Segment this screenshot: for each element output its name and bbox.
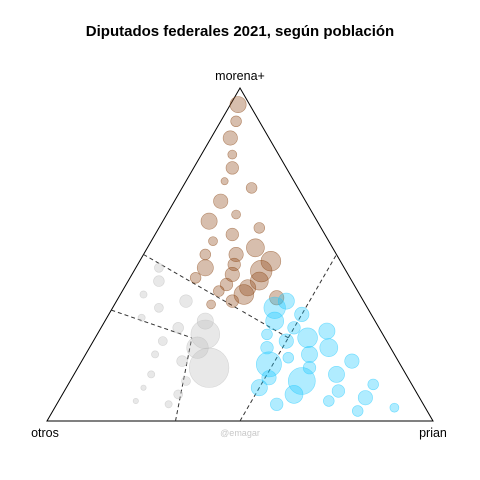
data-point-morena	[223, 131, 237, 145]
data-point-prian	[279, 334, 293, 348]
data-point-morena	[197, 260, 213, 276]
data-point-prian	[368, 379, 379, 390]
data-point-otros	[177, 356, 188, 367]
data-point-otros	[154, 303, 163, 312]
data-point-morena	[221, 178, 228, 185]
vertex-label-right: prian	[419, 426, 447, 440]
data-point-morena	[254, 223, 265, 234]
credit-watermark: @emagar	[220, 428, 260, 438]
data-point-morena	[228, 150, 237, 159]
data-point-morena	[190, 272, 201, 283]
data-point-morena	[209, 237, 218, 246]
data-point-morena	[201, 213, 217, 229]
data-point-otros	[182, 377, 191, 386]
data-point-otros	[180, 295, 193, 308]
data-point-otros	[138, 314, 145, 321]
data-point-prian	[298, 328, 318, 348]
data-point-morena	[232, 210, 241, 219]
data-point-morena	[214, 194, 228, 208]
data-point-prian	[301, 346, 317, 362]
data-point-prian	[285, 385, 303, 403]
data-point-morena	[226, 228, 239, 241]
data-point-prian	[328, 366, 344, 382]
series-prian	[251, 293, 399, 416]
data-point-prian	[295, 307, 309, 321]
data-point-morena	[207, 300, 216, 309]
data-point-otros	[152, 351, 159, 358]
vertex-label-top: morena+	[215, 69, 265, 83]
data-point-prian	[345, 354, 359, 368]
data-point-prian	[320, 339, 338, 357]
data-point-otros	[148, 371, 155, 378]
data-point-prian	[323, 396, 334, 407]
data-point-otros	[154, 263, 163, 272]
data-point-prian	[266, 312, 284, 330]
data-point-prian	[251, 380, 267, 396]
data-point-morena	[246, 183, 257, 194]
data-point-otros	[173, 322, 184, 333]
vertex-label-left: otros	[31, 426, 59, 440]
data-point-otros	[174, 390, 183, 399]
data-point-otros	[141, 385, 146, 390]
data-point-prian	[283, 352, 294, 363]
data-point-otros	[165, 401, 172, 408]
data-point-prian	[332, 385, 345, 398]
data-point-prian	[319, 323, 335, 339]
data-point-otros	[140, 291, 147, 298]
data-point-morena	[246, 239, 264, 257]
data-point-otros	[158, 337, 167, 346]
data-point-prian	[352, 406, 363, 417]
series-morena	[190, 97, 284, 309]
data-point-morena	[200, 249, 211, 260]
data-point-otros	[133, 398, 138, 403]
data-point-morena	[226, 162, 239, 175]
data-point-morena	[230, 97, 246, 113]
data-point-morena	[226, 295, 239, 308]
chart-title: Diputados federales 2021, según població…	[86, 23, 394, 40]
data-point-otros	[154, 276, 165, 287]
data-point-otros	[189, 348, 229, 388]
data-point-morena	[231, 116, 242, 127]
data-point-prian	[262, 329, 273, 340]
data-point-prian	[270, 398, 283, 411]
data-point-morena	[213, 286, 224, 297]
data-point-prian	[390, 403, 399, 412]
series-otros	[133, 263, 229, 408]
data-point-prian	[358, 391, 372, 405]
data-point-prian	[288, 322, 301, 335]
